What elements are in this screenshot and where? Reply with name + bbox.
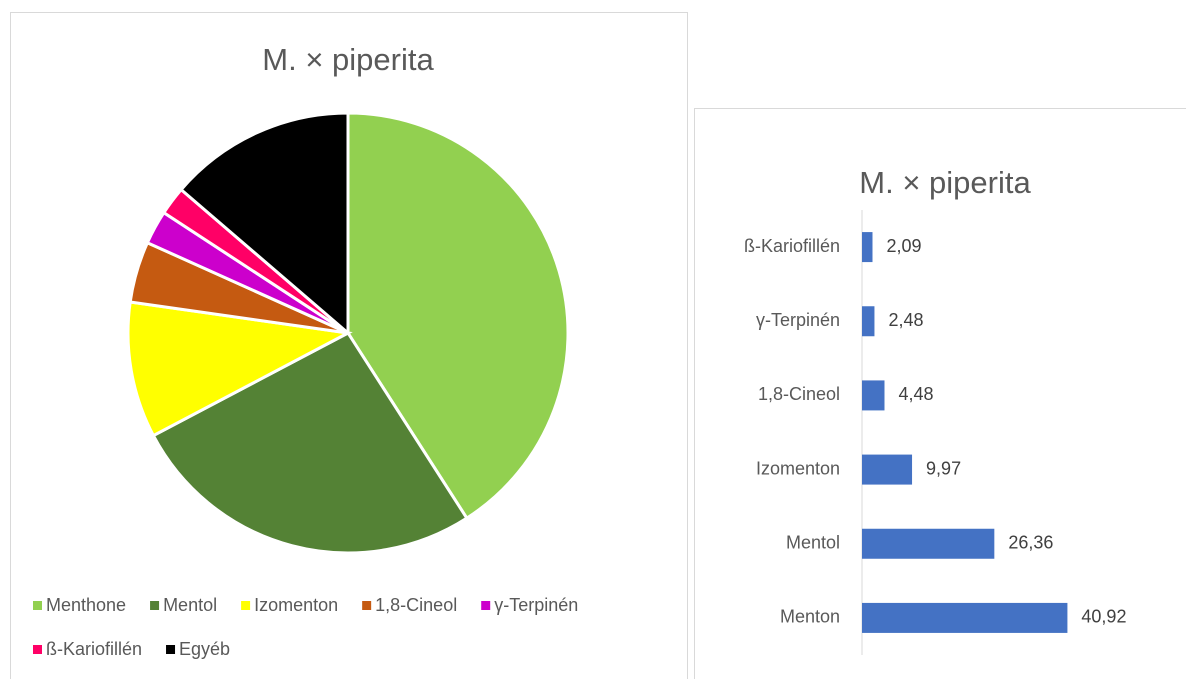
category-label: 1,8-Cineol [758, 384, 840, 404]
legend-swatch [33, 645, 42, 654]
bar [862, 306, 875, 337]
bar [862, 602, 1068, 633]
bar [862, 380, 885, 411]
value-label: 2,48 [888, 310, 923, 330]
legend-swatch [33, 601, 42, 610]
pie-slice [179, 111, 350, 337]
category-label: γ-Terpinén [756, 310, 840, 330]
bar [862, 232, 873, 263]
value-label: 2,09 [886, 236, 921, 256]
bar [862, 528, 995, 559]
pie-title: M. × piperita [262, 42, 434, 77]
bar-title: M. × piperita [859, 165, 1031, 200]
legend-label: Izomenton [254, 595, 338, 615]
legend-label: γ-Terpinén [494, 595, 578, 615]
value-label: 9,97 [926, 458, 961, 478]
legend-label: Egyéb [179, 639, 230, 659]
category-label: ß-Kariofillén [744, 236, 840, 256]
value-label: 26,36 [1008, 533, 1053, 553]
bar-chart-frame [694, 108, 1186, 679]
legend-label: ß-Kariofillén [46, 639, 142, 659]
pie-slice [126, 300, 353, 438]
bar [862, 454, 913, 485]
legend-label: Menthone [46, 595, 126, 615]
category-label: Izomenton [756, 458, 840, 478]
value-label: 40,92 [1081, 607, 1126, 627]
legend-swatch [481, 601, 491, 610]
legend-swatch [241, 601, 251, 610]
legend-swatch [166, 645, 176, 654]
pie-slice [151, 331, 469, 555]
category-label: Mentol [786, 533, 840, 553]
legend-swatch [362, 601, 372, 610]
legend-label: Mentol [163, 595, 217, 615]
value-label: 4,48 [898, 384, 933, 404]
legend-label: 1,8-Cineol [375, 595, 457, 615]
category-label: Menton [780, 607, 840, 627]
legend-swatch [150, 601, 160, 610]
